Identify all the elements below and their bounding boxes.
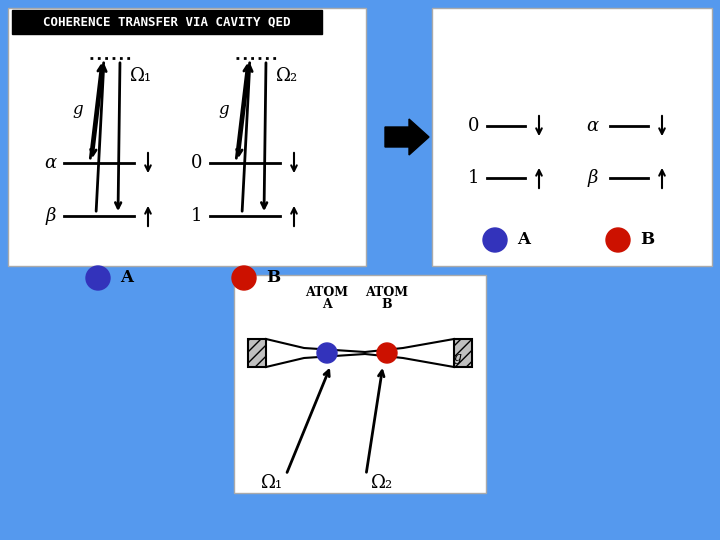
FancyArrow shape bbox=[385, 119, 429, 155]
Text: Ω₁: Ω₁ bbox=[261, 474, 283, 492]
Circle shape bbox=[606, 228, 630, 252]
FancyBboxPatch shape bbox=[12, 10, 322, 34]
Text: 0: 0 bbox=[191, 154, 202, 172]
Text: COHERENCE TRANSFER VIA CAVITY QED: COHERENCE TRANSFER VIA CAVITY QED bbox=[43, 16, 291, 29]
Text: α: α bbox=[586, 117, 598, 135]
FancyBboxPatch shape bbox=[8, 8, 366, 266]
Text: g: g bbox=[454, 350, 462, 363]
Circle shape bbox=[232, 266, 256, 290]
FancyBboxPatch shape bbox=[234, 275, 486, 493]
FancyBboxPatch shape bbox=[454, 339, 472, 367]
FancyBboxPatch shape bbox=[432, 8, 712, 266]
Text: β: β bbox=[588, 169, 598, 187]
Text: 0: 0 bbox=[467, 117, 479, 135]
Text: A: A bbox=[120, 269, 133, 287]
Text: g: g bbox=[219, 102, 229, 118]
Text: ATOM: ATOM bbox=[305, 287, 348, 300]
Text: B: B bbox=[382, 299, 392, 312]
Text: β: β bbox=[45, 207, 56, 225]
Text: 1: 1 bbox=[467, 169, 479, 187]
Text: A: A bbox=[322, 299, 332, 312]
Text: B: B bbox=[640, 232, 654, 248]
Text: Ω₂: Ω₂ bbox=[276, 67, 298, 85]
Circle shape bbox=[86, 266, 110, 290]
Text: ATOM: ATOM bbox=[366, 287, 408, 300]
Circle shape bbox=[317, 343, 337, 363]
Text: Ω₂: Ω₂ bbox=[371, 474, 393, 492]
Text: α: α bbox=[44, 154, 56, 172]
Circle shape bbox=[483, 228, 507, 252]
Text: Ω₁: Ω₁ bbox=[130, 67, 152, 85]
Text: g: g bbox=[73, 102, 84, 118]
Circle shape bbox=[377, 343, 397, 363]
Text: B: B bbox=[266, 269, 280, 287]
Text: 1: 1 bbox=[191, 207, 202, 225]
Text: A: A bbox=[517, 232, 530, 248]
FancyBboxPatch shape bbox=[248, 339, 266, 367]
